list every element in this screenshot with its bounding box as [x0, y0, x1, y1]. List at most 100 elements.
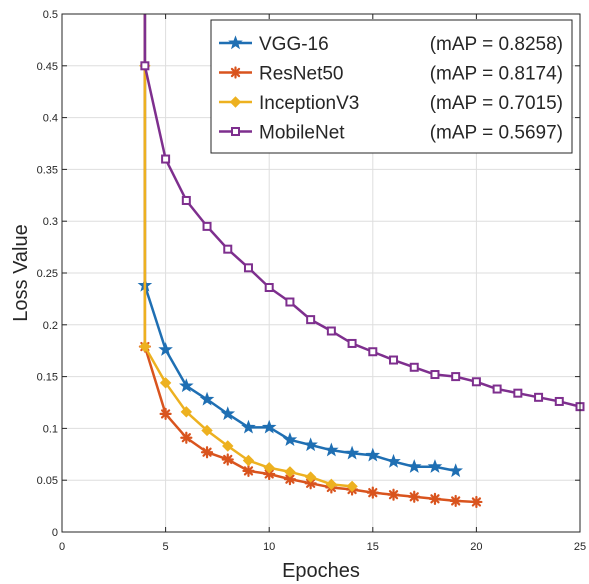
data-point	[181, 195, 191, 205]
y-tick-label: 0.45	[37, 61, 58, 73]
y-tick-label: 0	[52, 527, 58, 539]
data-point	[427, 459, 443, 473]
series-inceptionv3	[139, 60, 358, 493]
data-point	[139, 340, 151, 353]
legend-item: MobileNet (mAP = 0.5697)	[219, 123, 563, 144]
x-tick-label: 20	[470, 541, 482, 553]
data-point	[180, 431, 193, 444]
x-tick-label: 10	[263, 541, 275, 553]
legend-marker	[229, 66, 242, 79]
data-point	[534, 392, 544, 402]
data-point	[471, 377, 481, 387]
legend-item: ResNet50 (mAP = 0.8174)	[219, 64, 563, 85]
legend-box	[210, 19, 573, 154]
data-point	[430, 370, 440, 380]
data-point	[221, 453, 234, 466]
data-point	[140, 61, 150, 71]
y-tick-label: 0.3	[43, 216, 58, 228]
y-axis-label: Loss Value	[10, 224, 32, 321]
x-tick-label: 25	[574, 541, 586, 553]
legend-series-name: MobileNet	[259, 123, 345, 144]
legend-item: VGG-16 (mAP = 0.8258)	[219, 34, 563, 55]
data-point	[326, 326, 336, 336]
legend-marker	[229, 96, 242, 108]
y-tick-label: 0.25	[37, 268, 58, 280]
data-point	[283, 473, 297, 486]
legend-marker	[228, 35, 243, 50]
data-point	[408, 490, 421, 503]
y-tick-label: 0.2	[43, 320, 58, 332]
data-point	[304, 471, 317, 483]
data-point	[179, 378, 194, 393]
data-point	[306, 315, 316, 325]
data-point	[428, 492, 442, 505]
axis-ticks: 0 5 10 15 20 25 0 0.05 0.1 0.15 0.2 0.25 0.3 0.35 0.4 0…	[37, 9, 587, 553]
data-point	[264, 283, 274, 293]
x-axis-label: Epoches	[282, 560, 360, 582]
legend-map-score: (mAP = 0.7015)	[430, 93, 563, 114]
data-point	[241, 419, 256, 434]
data-point	[451, 372, 461, 382]
legend-item: InceptionV3 (mAP = 0.7015)	[219, 93, 563, 114]
series-layer	[137, 14, 585, 509]
data-point	[389, 355, 399, 365]
data-point	[201, 424, 213, 437]
data-point	[470, 495, 483, 509]
legend-marker	[231, 127, 240, 136]
data-point	[448, 463, 463, 478]
data-point	[492, 384, 502, 394]
data-point	[242, 454, 255, 467]
data-point	[282, 432, 298, 446]
legend-map-score: (mAP = 0.8258)	[430, 34, 563, 55]
data-point	[324, 442, 339, 457]
data-point	[513, 388, 523, 398]
data-point	[243, 263, 253, 273]
data-point	[344, 445, 360, 460]
data-point	[406, 459, 422, 473]
data-point	[325, 478, 338, 491]
data-point	[409, 362, 419, 372]
data-point	[159, 407, 172, 420]
y-tick-label: 0.5	[43, 9, 58, 21]
legend-series-name: ResNet50	[259, 64, 344, 85]
data-point	[386, 453, 401, 468]
data-point	[368, 347, 378, 357]
data-point	[200, 446, 214, 459]
data-point	[304, 477, 317, 490]
data-point	[365, 447, 381, 462]
y-tick-label: 0.05	[37, 475, 58, 487]
legend-series-name: InceptionV3	[259, 93, 359, 114]
data-point	[284, 466, 296, 478]
data-point	[554, 396, 564, 406]
data-point	[223, 244, 233, 254]
x-tick-label: 0	[59, 541, 65, 553]
data-point	[222, 440, 234, 452]
data-point	[449, 494, 462, 508]
data-point	[159, 377, 172, 389]
data-point	[387, 488, 400, 501]
data-point	[263, 462, 275, 474]
series-vgg-16	[137, 14, 463, 478]
x-tick-label: 15	[367, 541, 379, 553]
x-tick-label: 5	[163, 541, 169, 553]
data-point	[366, 486, 379, 499]
data-point	[161, 154, 171, 164]
legend-map-score: (mAP = 0.8174)	[430, 64, 563, 85]
y-tick-label: 0.4	[43, 113, 58, 125]
data-point	[261, 419, 277, 434]
y-tick-label: 0.1	[43, 423, 58, 435]
series-mobilenet	[140, 14, 585, 412]
data-point	[220, 406, 236, 421]
data-point	[346, 480, 358, 493]
data-point	[242, 464, 255, 477]
legend: VGG-16 (mAP = 0.8258) ResNet50 (mAP = 0.817…	[210, 19, 573, 154]
legend-series-name: VGG-16	[259, 34, 329, 55]
data-point	[347, 338, 357, 348]
data-point	[199, 391, 215, 406]
data-point	[202, 221, 212, 231]
data-point	[303, 437, 318, 452]
data-point	[180, 406, 193, 418]
legend-map-score: (mAP = 0.5697)	[430, 123, 563, 144]
y-tick-label: 0.15	[37, 372, 58, 384]
